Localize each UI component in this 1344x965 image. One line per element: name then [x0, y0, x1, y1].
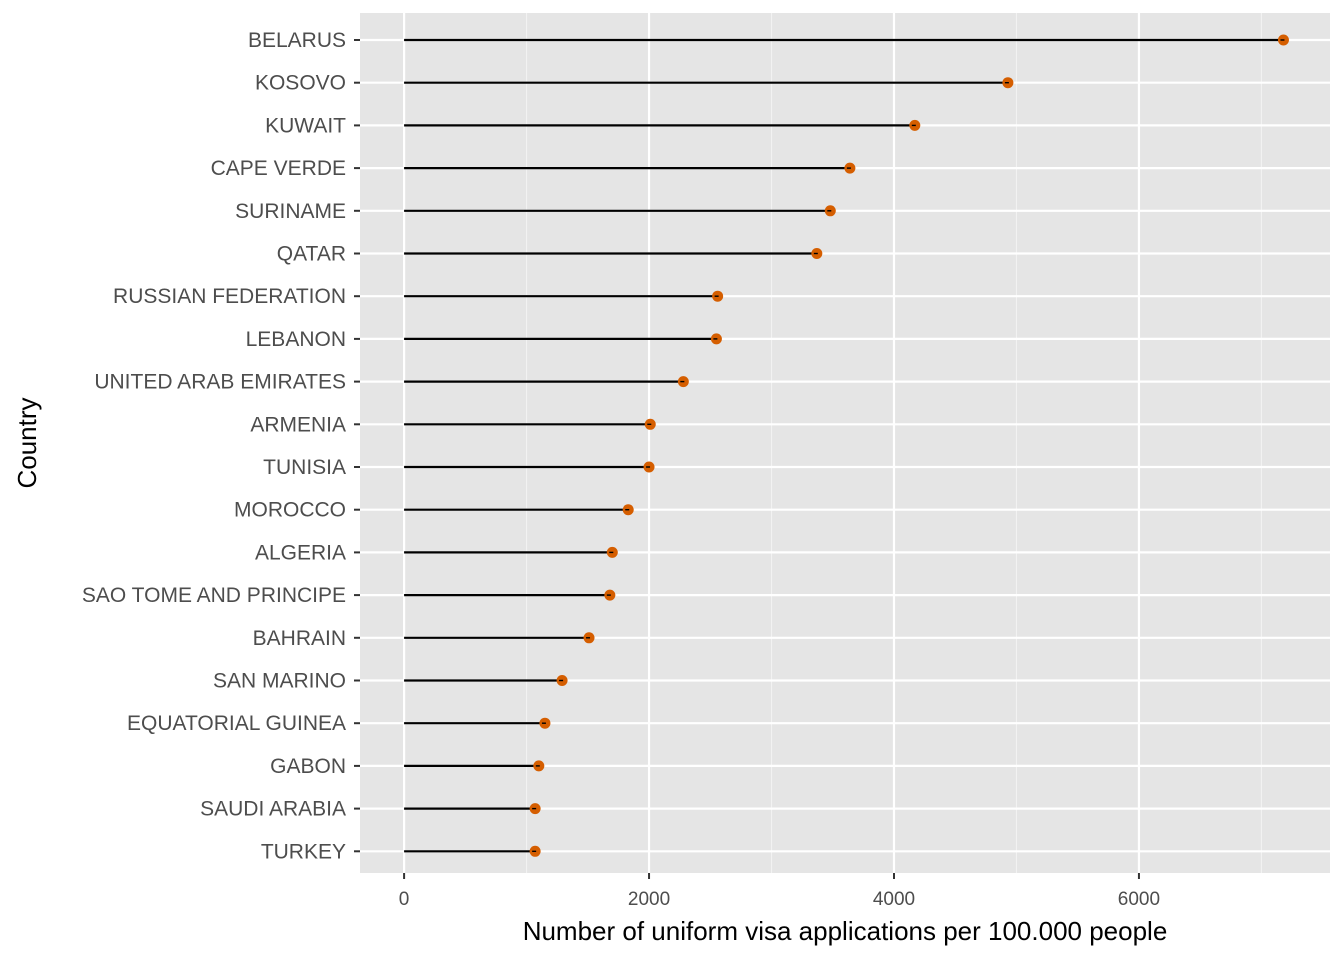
y-tick-label: CAPE VERDE — [211, 157, 346, 180]
x-tick-label: 6000 — [1118, 889, 1160, 910]
y-tick-label: GABON — [270, 755, 346, 778]
axes: BELARUS KOSOVO KUWAIT CAPE VERDE SURINAME QAT… — [82, 29, 1160, 910]
x-tick-label: 4000 — [873, 889, 915, 910]
y-tick-label: TURKEY — [261, 840, 346, 863]
y-tick-label: SURINAME — [235, 200, 346, 223]
y-tick-label: UNITED ARAB EMIRATES — [94, 371, 346, 394]
y-tick-label: KUWAIT — [265, 114, 346, 137]
y-tick-label: LEBANON — [246, 328, 346, 351]
y-tick-label: ALGERIA — [255, 541, 346, 564]
y-tick-label: SAN MARINO — [213, 670, 346, 693]
y-tick-label: QATAR — [277, 243, 346, 266]
data-marks — [404, 34, 1289, 857]
x-tick-label: 0 — [399, 889, 410, 910]
plot-panel — [360, 13, 1330, 873]
y-tick-label: TUNISIA — [263, 456, 346, 479]
y-tick-label: ARMENIA — [250, 413, 346, 436]
x-axis-title: Number of uniform visa applications per … — [523, 916, 1168, 946]
y-tick-label: RUSSIAN FEDERATION — [113, 285, 346, 308]
y-tick-label: EQUATORIAL GUINEA — [127, 712, 346, 735]
y-tick-label: SAUDI ARABIA — [200, 798, 346, 821]
y-tick-label: KOSOVO — [255, 72, 346, 95]
x-tick-label: 2000 — [628, 889, 670, 910]
y-tick-label: BELARUS — [248, 29, 346, 52]
y-tick-label: SAO TOME AND PRINCIPE — [82, 584, 346, 607]
y-axis-title: Country — [12, 397, 42, 488]
y-tick-label: MOROCCO — [234, 499, 346, 522]
y-tick-label: BAHRAIN — [253, 627, 346, 650]
